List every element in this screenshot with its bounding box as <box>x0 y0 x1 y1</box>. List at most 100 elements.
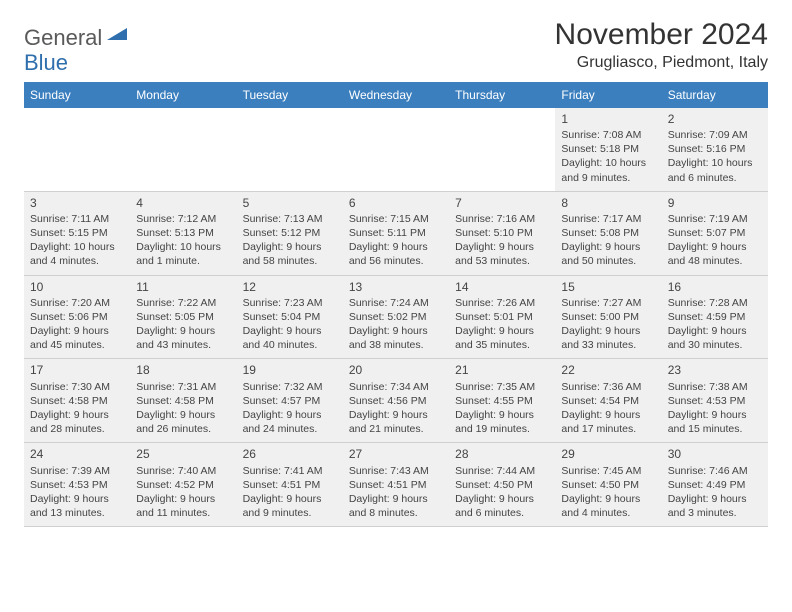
sunrise-text: Sunrise: 7:44 AM <box>455 464 549 478</box>
sunset-text: Sunset: 4:51 PM <box>349 478 443 492</box>
sunset-text: Sunset: 4:56 PM <box>349 394 443 408</box>
sunrise-text: Sunrise: 7:28 AM <box>668 296 762 310</box>
sunset-text: Sunset: 5:01 PM <box>455 310 549 324</box>
calendar-day: 15Sunrise: 7:27 AMSunset: 5:00 PMDayligh… <box>555 276 661 359</box>
day-number: 27 <box>349 446 443 462</box>
sunrise-text: Sunrise: 7:27 AM <box>561 296 655 310</box>
day-number: 12 <box>243 279 337 295</box>
calendar-day: 5Sunrise: 7:13 AMSunset: 5:12 PMDaylight… <box>237 192 343 275</box>
sunset-text: Sunset: 5:08 PM <box>561 226 655 240</box>
weekday-header: Thursday <box>449 82 555 108</box>
weekday-header-row: SundayMondayTuesdayWednesdayThursdayFrid… <box>24 82 768 108</box>
daylight-text: Daylight: 9 hours and 19 minutes. <box>455 408 549 436</box>
sunset-text: Sunset: 4:59 PM <box>668 310 762 324</box>
day-number: 22 <box>561 362 655 378</box>
daylight-text: Daylight: 9 hours and 43 minutes. <box>136 324 230 352</box>
day-number: 18 <box>136 362 230 378</box>
sunset-text: Sunset: 5:11 PM <box>349 226 443 240</box>
sunset-text: Sunset: 5:05 PM <box>136 310 230 324</box>
calendar-day: 11Sunrise: 7:22 AMSunset: 5:05 PMDayligh… <box>130 276 236 359</box>
brand-part2: Blue <box>24 50 68 75</box>
sunrise-text: Sunrise: 7:08 AM <box>561 128 655 142</box>
sunrise-text: Sunrise: 7:22 AM <box>136 296 230 310</box>
sunset-text: Sunset: 4:57 PM <box>243 394 337 408</box>
daylight-text: Daylight: 10 hours and 6 minutes. <box>668 156 762 184</box>
daylight-text: Daylight: 9 hours and 28 minutes. <box>30 408 124 436</box>
sunset-text: Sunset: 5:06 PM <box>30 310 124 324</box>
daylight-text: Daylight: 9 hours and 48 minutes. <box>668 240 762 268</box>
daylight-text: Daylight: 9 hours and 58 minutes. <box>243 240 337 268</box>
daylight-text: Daylight: 9 hours and 35 minutes. <box>455 324 549 352</box>
calendar-day: 13Sunrise: 7:24 AMSunset: 5:02 PMDayligh… <box>343 276 449 359</box>
sunset-text: Sunset: 5:10 PM <box>455 226 549 240</box>
day-number: 15 <box>561 279 655 295</box>
calendar-day: 6Sunrise: 7:15 AMSunset: 5:11 PMDaylight… <box>343 192 449 275</box>
sunset-text: Sunset: 4:58 PM <box>136 394 230 408</box>
calendar-day: 22Sunrise: 7:36 AMSunset: 4:54 PMDayligh… <box>555 359 661 442</box>
month-title: November 2024 <box>555 18 768 52</box>
calendar-day: 9Sunrise: 7:19 AMSunset: 5:07 PMDaylight… <box>662 192 768 275</box>
sunset-text: Sunset: 4:53 PM <box>668 394 762 408</box>
daylight-text: Daylight: 9 hours and 15 minutes. <box>668 408 762 436</box>
daylight-text: Daylight: 9 hours and 17 minutes. <box>561 408 655 436</box>
calendar-day: 12Sunrise: 7:23 AMSunset: 5:04 PMDayligh… <box>237 276 343 359</box>
day-number: 20 <box>349 362 443 378</box>
weekday-header: Tuesday <box>237 82 343 108</box>
daylight-text: Daylight: 9 hours and 38 minutes. <box>349 324 443 352</box>
calendar-day: 30Sunrise: 7:46 AMSunset: 4:49 PMDayligh… <box>662 443 768 526</box>
sunrise-text: Sunrise: 7:43 AM <box>349 464 443 478</box>
sunrise-text: Sunrise: 7:41 AM <box>243 464 337 478</box>
calendar-day: 20Sunrise: 7:34 AMSunset: 4:56 PMDayligh… <box>343 359 449 442</box>
calendar-week: 3Sunrise: 7:11 AMSunset: 5:15 PMDaylight… <box>24 192 768 276</box>
calendar-day: 3Sunrise: 7:11 AMSunset: 5:15 PMDaylight… <box>24 192 130 275</box>
brand-part1: General <box>24 25 102 50</box>
daylight-text: Daylight: 9 hours and 3 minutes. <box>668 492 762 520</box>
sunset-text: Sunset: 5:04 PM <box>243 310 337 324</box>
calendar-day: 23 Sunrise: 7:38 AMSunset: 4:53 PMDayligh… <box>662 359 768 442</box>
daylight-text: Daylight: 9 hours and 56 minutes. <box>349 240 443 268</box>
sunset-text: Sunset: 5:00 PM <box>561 310 655 324</box>
sunrise-text: Sunrise: 7:31 AM <box>136 380 230 394</box>
sunset-text: Sunset: 4:50 PM <box>455 478 549 492</box>
day-number: 7 <box>455 195 549 211</box>
sunset-text: Sunset: 4:58 PM <box>30 394 124 408</box>
calendar-day: 16Sunrise: 7:28 AMSunset: 4:59 PMDayligh… <box>662 276 768 359</box>
calendar: SundayMondayTuesdayWednesdayThursdayFrid… <box>24 82 768 527</box>
calendar-day: 27 Sunrise: 7:43 AMSunset: 4:51 PMDayligh… <box>343 443 449 526</box>
daylight-text: Daylight: 10 hours and 1 minute. <box>136 240 230 268</box>
day-number: 23 <box>668 362 762 378</box>
day-number: 16 <box>668 279 762 295</box>
sunrise-text: Sunrise: 7:09 AM <box>668 128 762 142</box>
calendar-day: 2Sunrise: 7:09 AMSunset: 5:16 PMDaylight… <box>662 108 768 191</box>
sunrise-text: Sunrise: 7:35 AM <box>455 380 549 394</box>
calendar-day: 25Sunrise: 7:40 AMSunset: 4:52 PMDayligh… <box>130 443 236 526</box>
sunrise-text: Sunrise: 7:38 AM <box>668 380 762 394</box>
sunrise-text: Sunrise: 7:24 AM <box>349 296 443 310</box>
calendar-week: 17Sunrise: 7:30 AMSunset: 4:58 PMDayligh… <box>24 359 768 443</box>
sunset-text: Sunset: 4:54 PM <box>561 394 655 408</box>
calendar-day-empty <box>449 108 555 191</box>
sunrise-text: Sunrise: 7:40 AM <box>136 464 230 478</box>
day-number: 11 <box>136 279 230 295</box>
calendar-day: 21Sunrise: 7:35 AMSunset: 4:55 PMDayligh… <box>449 359 555 442</box>
sunset-text: Sunset: 5:15 PM <box>30 226 124 240</box>
header: GeneralBlue November 2024 Grugliasco, Pi… <box>24 18 768 74</box>
daylight-text: Daylight: 9 hours and 40 minutes. <box>243 324 337 352</box>
day-number: 24 <box>30 446 124 462</box>
sunrise-text: Sunrise: 7:26 AM <box>455 296 549 310</box>
calendar-week: 1Sunrise: 7:08 AMSunset: 5:18 PMDaylight… <box>24 108 768 192</box>
day-number: 13 <box>349 279 443 295</box>
daylight-text: Daylight: 9 hours and 8 minutes. <box>349 492 443 520</box>
daylight-text: Daylight: 9 hours and 13 minutes. <box>30 492 124 520</box>
calendar-day: 1Sunrise: 7:08 AMSunset: 5:18 PMDaylight… <box>555 108 661 191</box>
daylight-text: Daylight: 9 hours and 30 minutes. <box>668 324 762 352</box>
day-number: 8 <box>561 195 655 211</box>
weekday-header: Monday <box>130 82 236 108</box>
calendar-day: 7Sunrise: 7:16 AMSunset: 5:10 PMDaylight… <box>449 192 555 275</box>
daylight-text: Daylight: 9 hours and 4 minutes. <box>561 492 655 520</box>
sunrise-text: Sunrise: 7:19 AM <box>668 212 762 226</box>
calendar-day-empty <box>130 108 236 191</box>
weekday-header: Saturday <box>662 82 768 108</box>
day-number: 5 <box>243 195 337 211</box>
sunset-text: Sunset: 4:52 PM <box>136 478 230 492</box>
